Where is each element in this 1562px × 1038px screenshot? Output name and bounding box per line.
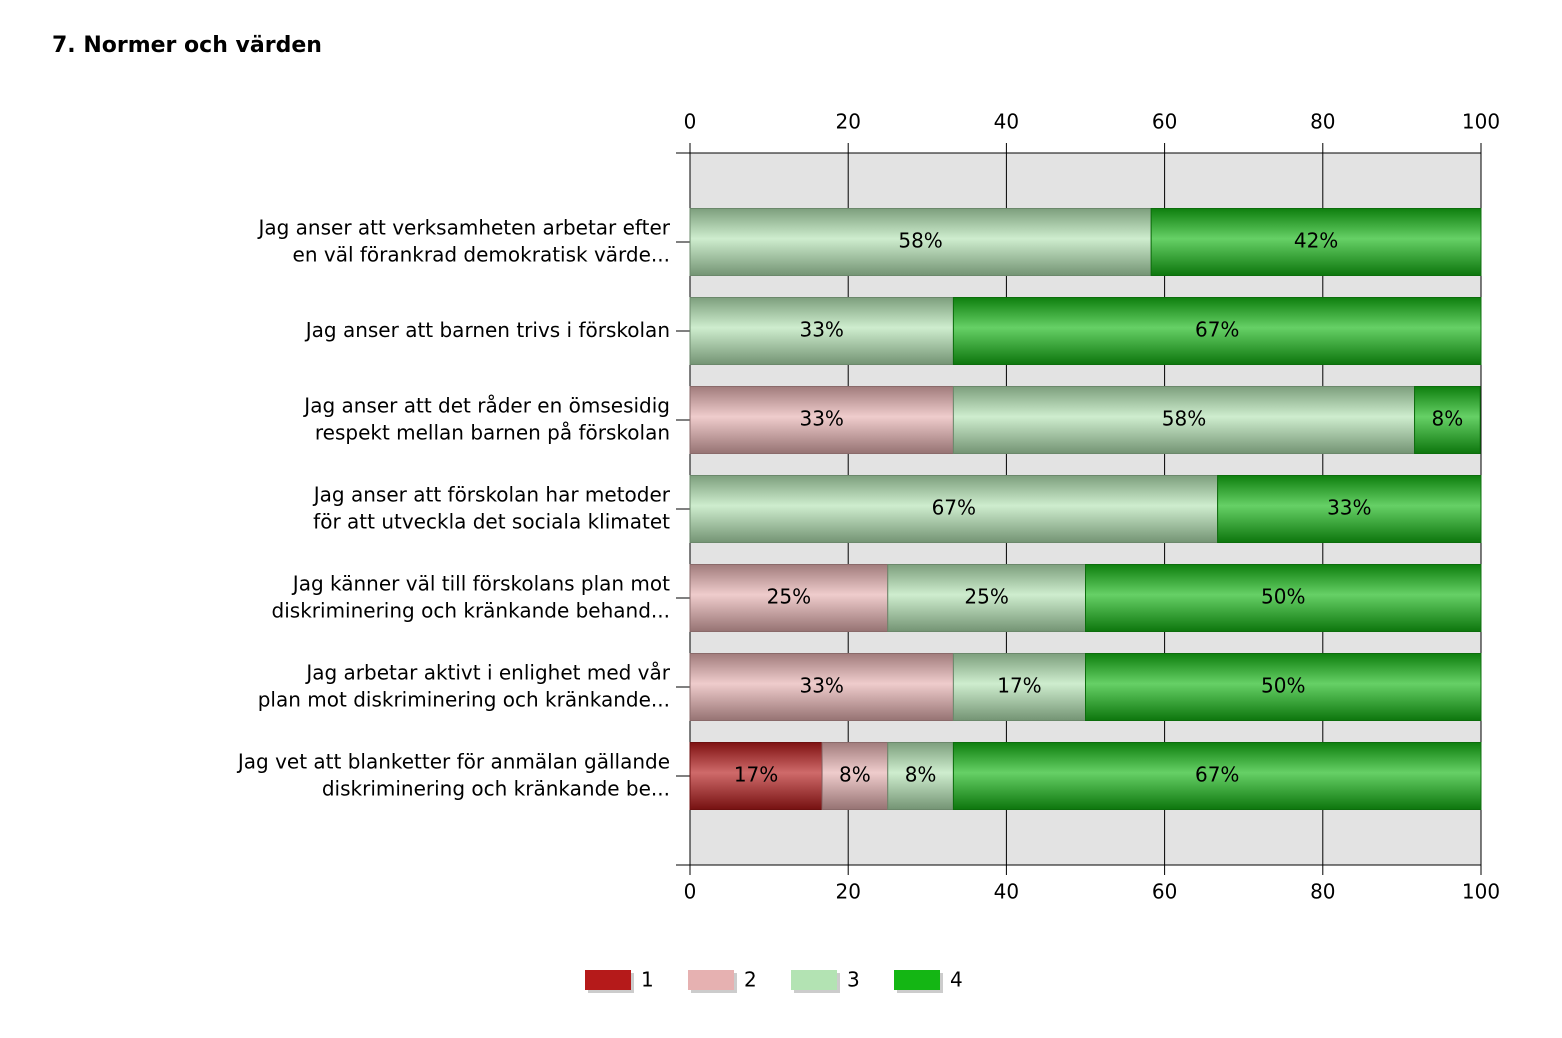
data-label: 25% bbox=[964, 585, 1008, 609]
bar-segment bbox=[689, 297, 954, 365]
legend-swatch bbox=[791, 970, 837, 990]
x-tick-label-top: 60 bbox=[1152, 110, 1177, 134]
bar-segment bbox=[689, 564, 889, 632]
data-label: 33% bbox=[799, 318, 843, 342]
bar-segment bbox=[952, 297, 1482, 365]
data-label: 50% bbox=[1261, 674, 1305, 698]
legend-label: 2 bbox=[744, 968, 757, 992]
y-tick-label: Jag anser att det råder en ömsesidig resp… bbox=[302, 393, 670, 444]
bar-segment bbox=[952, 653, 1087, 721]
data-label: 67% bbox=[1195, 318, 1239, 342]
data-label: 58% bbox=[898, 229, 942, 253]
bar-segment bbox=[952, 742, 1482, 810]
x-tick-label-bottom: 20 bbox=[835, 880, 860, 904]
legend-label: 4 bbox=[950, 968, 963, 992]
data-label: 33% bbox=[1327, 496, 1371, 520]
data-label: 67% bbox=[932, 496, 976, 520]
bar-segment bbox=[689, 653, 954, 721]
bar-segment bbox=[1085, 653, 1482, 721]
legend-swatch bbox=[585, 970, 631, 990]
legend-swatch bbox=[894, 970, 940, 990]
data-label: 17% bbox=[997, 674, 1041, 698]
legend-label: 1 bbox=[641, 968, 654, 992]
data-label: 8% bbox=[905, 763, 937, 787]
data-label: 50% bbox=[1261, 585, 1305, 609]
x-tick-label-top: 0 bbox=[684, 110, 697, 134]
x-tick-label-top: 40 bbox=[994, 110, 1019, 134]
x-tick-label-bottom: 0 bbox=[684, 880, 697, 904]
bar-segment bbox=[689, 475, 1219, 543]
bar-segment bbox=[1085, 564, 1482, 632]
bar-segment bbox=[952, 386, 1416, 454]
data-label: 17% bbox=[734, 763, 778, 787]
bar-segment bbox=[1150, 208, 1482, 276]
y-tick-label: Jag anser att verksamheten arbetar efter… bbox=[256, 215, 670, 266]
data-label: 33% bbox=[799, 674, 843, 698]
data-label: 42% bbox=[1294, 229, 1338, 253]
data-label: 25% bbox=[767, 585, 811, 609]
data-label: 67% bbox=[1195, 763, 1239, 787]
x-tick-label-bottom: 100 bbox=[1462, 880, 1500, 904]
data-label: 33% bbox=[799, 407, 843, 431]
bar-segment bbox=[1217, 475, 1482, 543]
x-tick-label-bottom: 40 bbox=[994, 880, 1019, 904]
x-tick-label-bottom: 60 bbox=[1152, 880, 1177, 904]
x-tick-label-top: 80 bbox=[1310, 110, 1335, 134]
data-label: 8% bbox=[839, 763, 871, 787]
x-tick-label-top: 100 bbox=[1462, 110, 1500, 134]
x-tick-label-bottom: 80 bbox=[1310, 880, 1335, 904]
chart-title: 7. Normer och värden bbox=[52, 33, 322, 58]
y-tick-label: Jag arbetar aktivt i enlighet med vår pla… bbox=[258, 660, 671, 711]
data-label: 8% bbox=[1432, 407, 1464, 431]
bar-segment bbox=[887, 564, 1086, 632]
y-tick-label: Jag anser att barnen trivs i förskolan bbox=[304, 318, 670, 342]
bar-segment bbox=[887, 742, 954, 810]
y-tick-label: Jag anser att förskolan har metoder för a… bbox=[312, 482, 671, 533]
x-tick-label-top: 20 bbox=[835, 110, 860, 134]
data-label: 58% bbox=[1162, 407, 1206, 431]
bar-segment bbox=[689, 386, 954, 454]
legend-label: 3 bbox=[847, 968, 860, 992]
legend-swatch bbox=[688, 970, 734, 990]
bar-segment bbox=[1414, 386, 1481, 454]
bar-segment bbox=[689, 208, 1152, 276]
y-tick-label: Jag känner väl till förskolans plan mot d… bbox=[272, 571, 671, 622]
y-tick-label: Jag vet att blanketter för anmälan gälla… bbox=[236, 749, 670, 800]
